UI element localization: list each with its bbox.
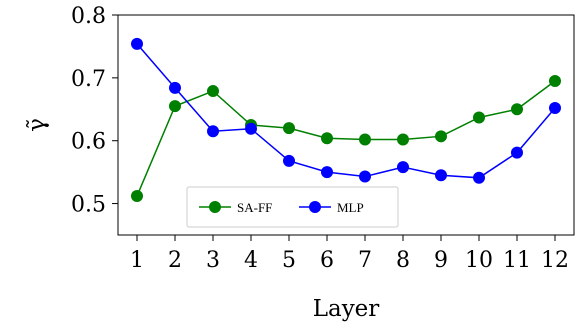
x-tick-label: 10 — [465, 248, 493, 273]
series-line-sa-ff — [136, 80, 556, 197]
data-point-mlp — [549, 102, 561, 115]
data-point-mlp — [359, 170, 371, 183]
legend-box — [186, 186, 399, 228]
data-point-mlp — [397, 161, 409, 174]
data-point-sa-ff — [283, 122, 295, 135]
x-tick-label: 7 — [358, 248, 372, 273]
x-tick-label: 11 — [503, 248, 531, 273]
data-point-mlp — [207, 125, 219, 138]
data-point-mlp — [169, 81, 181, 94]
data-point-sa-ff — [359, 133, 371, 146]
x-tick-label: 5 — [282, 248, 296, 273]
x-axis: 1 2 3 4 5 6 7 8 9 10 11 12 — [130, 235, 569, 273]
data-point-sa-ff — [207, 85, 219, 98]
data-point-sa-ff — [131, 190, 143, 203]
data-point-mlp — [131, 37, 143, 50]
y-tick-label: 0.8 — [71, 4, 106, 29]
x-tick-label: 3 — [206, 248, 220, 273]
y-axis: 0.5 0.6 0.7 0.8 — [71, 4, 118, 218]
plot-area — [117, 14, 575, 236]
legend-swatch-marker — [309, 201, 321, 213]
data-point-sa-ff — [435, 130, 447, 143]
data-point-mlp — [511, 146, 523, 159]
x-tick-label: 8 — [396, 248, 410, 273]
legend: SA-FF MLP — [186, 186, 399, 228]
x-tick-label: 1 — [130, 248, 144, 273]
data-point-sa-ff — [473, 111, 485, 124]
y-tick-label: 0.5 — [71, 193, 106, 218]
legend-label: MLP — [337, 200, 364, 215]
y-tick-label: 0.6 — [71, 130, 106, 155]
x-axis-title: Layer — [313, 296, 380, 322]
data-point-sa-ff — [169, 100, 181, 113]
data-point-mlp — [321, 166, 333, 179]
series-layer — [131, 37, 561, 203]
x-tick-label: 4 — [244, 248, 258, 273]
data-point-mlp — [473, 171, 485, 184]
legend-swatch-marker — [209, 201, 221, 213]
data-point-mlp — [283, 154, 295, 167]
data-point-sa-ff — [511, 103, 523, 116]
x-tick-label: 9 — [434, 248, 448, 273]
y-axis-title: γ̃ — [24, 118, 50, 132]
data-point-mlp — [245, 122, 257, 135]
plot-frame — [117, 14, 575, 236]
x-tick-label: 6 — [320, 248, 334, 273]
y-tick-label: 0.7 — [71, 67, 106, 92]
data-point-mlp — [435, 169, 447, 182]
x-tick-label: 2 — [168, 248, 182, 273]
series-line-mlp — [136, 43, 556, 179]
data-point-sa-ff — [397, 133, 409, 146]
x-tick-label: 12 — [541, 248, 569, 273]
legend-label: SA-FF — [237, 200, 272, 215]
data-point-sa-ff — [321, 132, 333, 145]
data-point-sa-ff — [549, 75, 561, 87]
